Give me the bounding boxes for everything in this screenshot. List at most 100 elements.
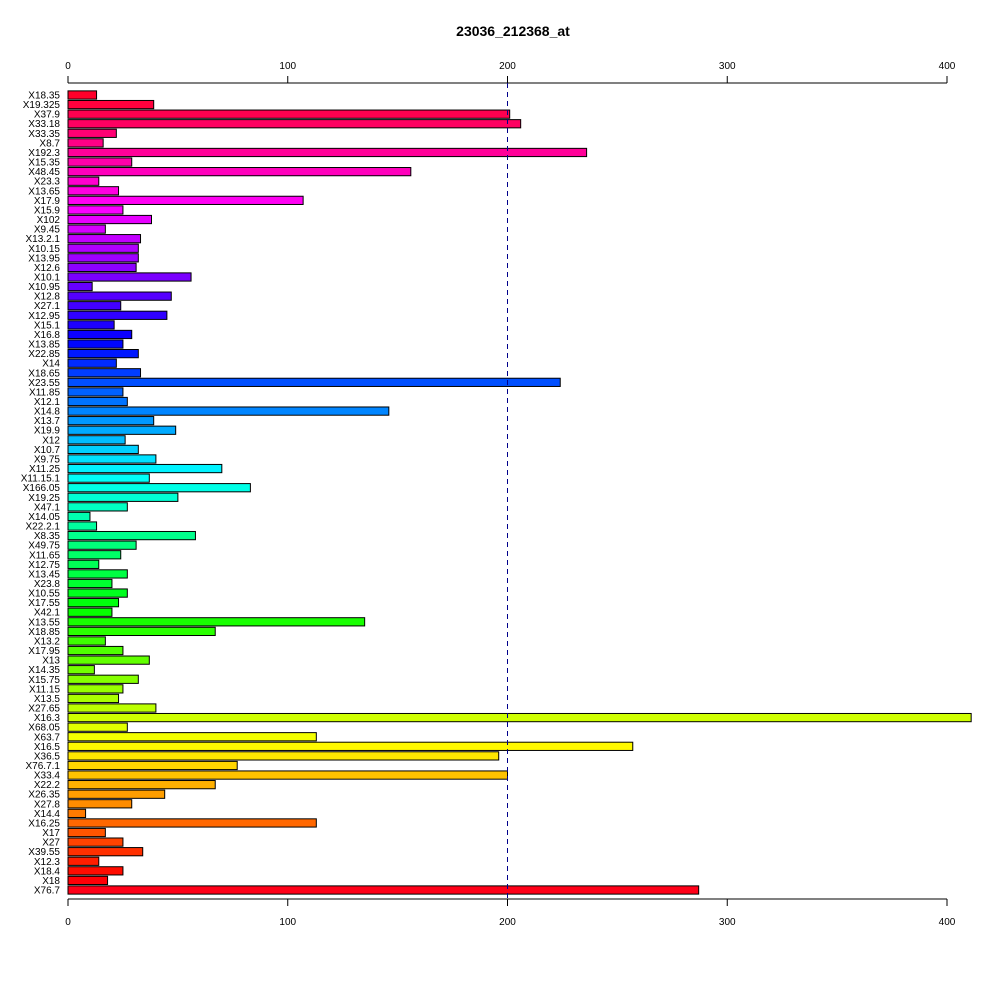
bar-X42.1 — [67, 607, 113, 617]
bar-X18.35 — [67, 90, 98, 100]
bar-X18 — [67, 875, 109, 886]
bar-X11.15 — [67, 684, 124, 694]
category-label: X13.65 — [28, 186, 60, 197]
bar-X17.55 — [67, 598, 120, 608]
tick-label: 0 — [65, 917, 71, 928]
bar-X192.3 — [67, 147, 588, 158]
bar-X12.1 — [67, 396, 128, 407]
bar-X76.7 — [67, 885, 700, 895]
bar-X15.1 — [67, 320, 115, 330]
bar-X13.65 — [67, 186, 120, 196]
bar-X9.45 — [67, 224, 106, 234]
bar-X13.2.1 — [67, 234, 142, 244]
bar-X19.325 — [67, 99, 155, 110]
bar-X36.5 — [67, 751, 500, 761]
category-label: X12.75 — [28, 560, 60, 571]
category-label: X27.1 — [34, 301, 61, 312]
bar-X17 — [67, 827, 106, 838]
category-label: X22.85 — [28, 349, 60, 360]
bar-X13.5 — [67, 693, 120, 704]
category-label: X33.4 — [34, 771, 61, 782]
category-label: X13.7 — [34, 416, 61, 427]
bar-X17.9 — [67, 195, 304, 205]
bar-X13.7 — [67, 416, 155, 426]
category-label: X22.2.1 — [26, 522, 61, 533]
bar-X17.95 — [67, 645, 124, 656]
bar-X18.65 — [67, 368, 142, 378]
tick-label: 200 — [499, 61, 516, 72]
bar-X13.2 — [67, 636, 106, 646]
category-label: X9.75 — [34, 454, 61, 465]
tick-label: 300 — [719, 61, 736, 72]
category-label: X33.18 — [28, 119, 60, 130]
bar-X22.2 — [67, 780, 216, 790]
bar-X18.4 — [67, 866, 124, 876]
category-label: X14.4 — [34, 809, 61, 820]
category-label: X13.85 — [28, 340, 60, 351]
category-label: X15.35 — [28, 158, 60, 169]
bar-X37.9 — [67, 109, 511, 119]
bar-X13.45 — [67, 569, 128, 579]
category-label: X12 — [42, 435, 60, 446]
category-label: X11.85 — [29, 387, 60, 398]
bar-X27.65 — [67, 703, 157, 713]
category-label: X16.3 — [34, 713, 61, 724]
category-label: X8.35 — [34, 531, 61, 542]
category-label: X27.65 — [28, 704, 60, 715]
category-label: X102 — [37, 215, 61, 226]
category-label: X19.9 — [34, 426, 61, 437]
category-label: X14.05 — [28, 512, 60, 523]
category-label: X8.7 — [39, 138, 60, 149]
category-label: X39.55 — [28, 847, 60, 858]
bar-X15.9 — [67, 205, 124, 215]
category-label: X14 — [42, 359, 60, 370]
category-label: X16.8 — [34, 330, 61, 341]
bar-X10.1 — [67, 272, 192, 282]
bar-X68.05 — [67, 722, 128, 732]
category-label: X23.55 — [28, 378, 60, 389]
bar-X102 — [67, 214, 152, 225]
category-label: X17 — [42, 828, 60, 839]
bar-X15.75 — [67, 674, 139, 684]
category-label: X23.3 — [34, 177, 61, 188]
category-label: X13 — [42, 656, 60, 667]
bottom-x-axis: 0 100 200 300 400 — [65, 898, 956, 928]
category-label: X15.1 — [34, 320, 61, 331]
category-label: X36.5 — [34, 751, 61, 762]
tick-label: 300 — [719, 917, 736, 928]
bar-X23.8 — [67, 578, 113, 589]
bar-X11.15.1 — [67, 473, 150, 483]
category-label: X22.2 — [34, 780, 61, 791]
bar-X10.7 — [67, 444, 139, 455]
bar-X23.3 — [67, 176, 100, 186]
bar-X11.85 — [67, 387, 124, 397]
bar-X9.75 — [67, 454, 157, 464]
bar-X39.55 — [67, 847, 144, 857]
bar-X10.55 — [67, 588, 128, 598]
bar-X11.25 — [67, 463, 223, 474]
category-label: X13.45 — [28, 569, 60, 580]
category-label: X68.05 — [28, 723, 60, 734]
category-label: X17.95 — [28, 646, 60, 657]
category-label: X16.5 — [34, 742, 61, 753]
bar-X47.1 — [67, 502, 128, 512]
bar-X14 — [67, 358, 117, 368]
bar-X13.85 — [67, 339, 124, 349]
bar-X13.55 — [67, 617, 366, 627]
category-label: X11.65 — [29, 550, 60, 561]
bar-X12.6 — [67, 262, 137, 273]
bar-X12.95 — [67, 310, 168, 320]
bar-X15.35 — [67, 157, 133, 167]
bar-X8.7 — [67, 138, 104, 148]
category-label: X12.6 — [34, 263, 61, 274]
bar-X12.75 — [67, 559, 100, 569]
bar-X12 — [67, 435, 126, 445]
category-label: X23.8 — [34, 579, 61, 590]
category-label: X63.7 — [34, 732, 61, 743]
bar-X16.25 — [67, 818, 317, 828]
bar-X16.5 — [67, 741, 634, 751]
category-label: X17.9 — [34, 196, 61, 207]
category-label: X76.7.1 — [26, 761, 61, 772]
category-label: X47.1 — [34, 502, 61, 513]
bar-X76.7.1 — [67, 760, 238, 771]
